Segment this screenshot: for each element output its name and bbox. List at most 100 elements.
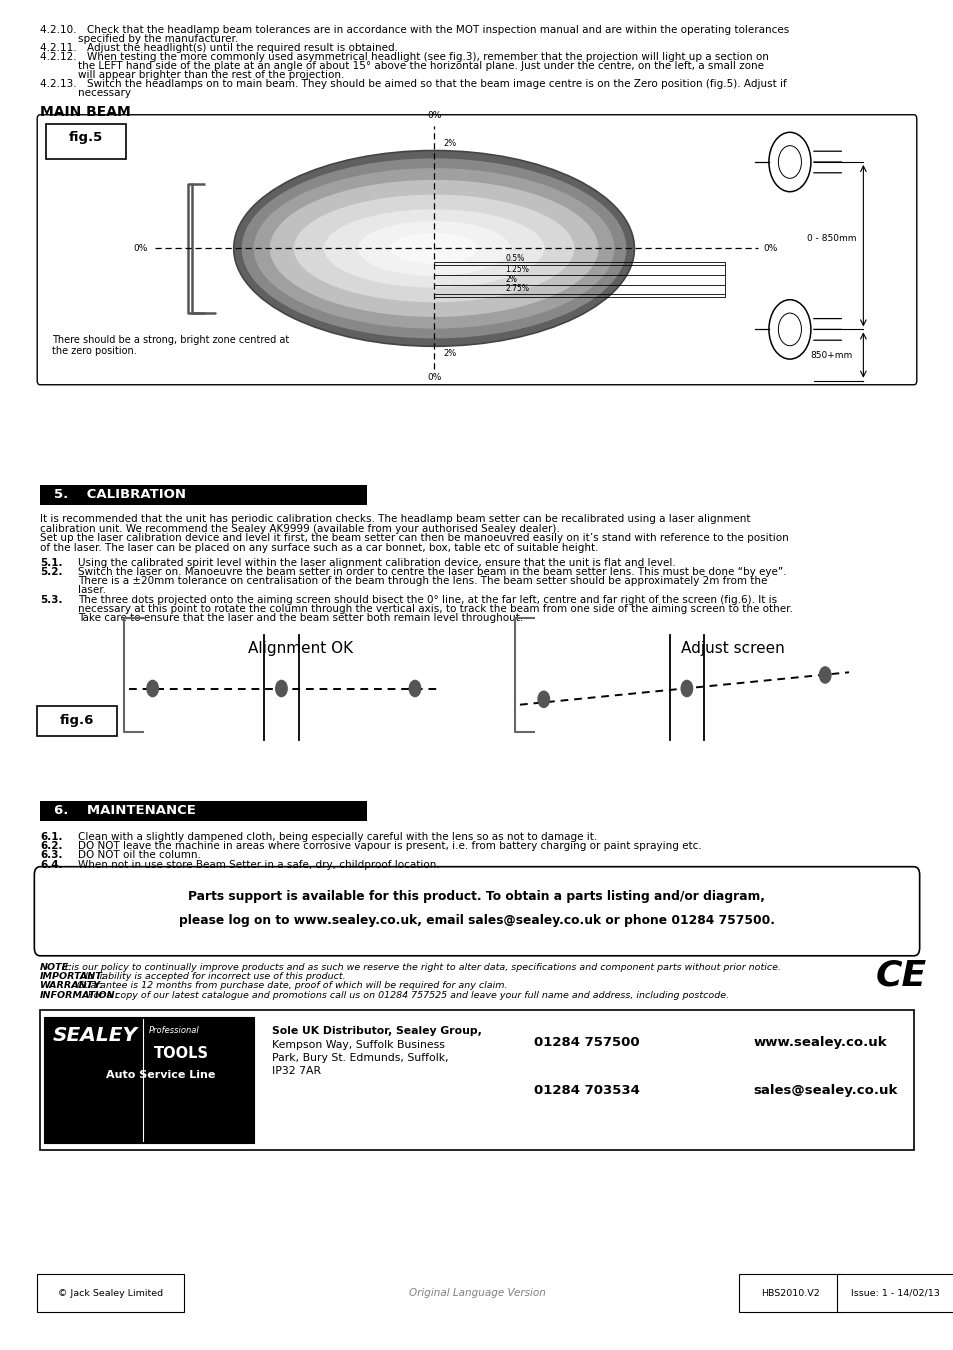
Text: calibration unit. We recommend the Sealey AK9999 (available from your authorised: calibration unit. We recommend the Seale… — [40, 524, 559, 533]
Text: the LEFT hand side of the plate at an angle of about 15° above the horizontal pl: the LEFT hand side of the plate at an an… — [78, 61, 763, 72]
Text: DO NOT leave the machine in areas where corrosive vapour is present, i.e. from b: DO NOT leave the machine in areas where … — [78, 841, 701, 850]
Text: necessary at this point to rotate the column through the vertical axis, to track: necessary at this point to rotate the co… — [78, 605, 792, 614]
Text: Auto Service Line: Auto Service Line — [106, 1069, 214, 1080]
Text: Take care to ensure that the laser and the beam setter both remain level through: Take care to ensure that the laser and t… — [78, 613, 523, 624]
Text: fig.5: fig.5 — [69, 131, 103, 144]
Text: laser.: laser. — [78, 585, 106, 595]
Text: 2.75%: 2.75% — [505, 284, 529, 293]
Circle shape — [537, 691, 549, 707]
Text: The three dots projected onto the aiming screen should bisect the 0° line, at th: The three dots projected onto the aiming… — [78, 595, 777, 605]
Text: 850+mm: 850+mm — [810, 351, 852, 359]
Text: 01284 757500: 01284 757500 — [534, 1035, 639, 1049]
Text: It is recommended that the unit has periodic calibration checks. The headlamp be: It is recommended that the unit has peri… — [40, 514, 750, 524]
Text: 4.2.10. Check that the headlamp beam tolerances are in accordance with the MOT i: 4.2.10. Check that the headlamp beam tol… — [40, 24, 788, 35]
Text: 1.25%: 1.25% — [505, 265, 529, 274]
Text: fig.6: fig.6 — [60, 714, 94, 728]
Text: TOOLS: TOOLS — [153, 1045, 209, 1061]
FancyBboxPatch shape — [34, 867, 919, 956]
FancyBboxPatch shape — [836, 1274, 953, 1312]
Ellipse shape — [233, 151, 634, 347]
Text: MAIN BEAM: MAIN BEAM — [40, 105, 131, 119]
Text: Issue: 1 - 14/02/13: Issue: 1 - 14/02/13 — [850, 1289, 940, 1297]
Text: Original Language Version: Original Language Version — [408, 1288, 545, 1299]
FancyBboxPatch shape — [40, 801, 367, 821]
Text: 4.2.12. When testing the more commonly used asymmetrical headlight (see fig.3), : 4.2.12. When testing the more commonly u… — [40, 51, 768, 62]
Text: Guarantee is 12 months from purchase date, proof of which will be required for a: Guarantee is 12 months from purchase dat… — [73, 981, 507, 991]
FancyBboxPatch shape — [37, 1274, 184, 1312]
Text: WARRANTY:: WARRANTY: — [40, 981, 104, 991]
Circle shape — [409, 680, 420, 697]
Text: It is our policy to continually improve products and as such we reserve the righ: It is our policy to continually improve … — [59, 963, 781, 972]
FancyBboxPatch shape — [40, 485, 367, 505]
Text: There should be a strong, bright zone centred at: There should be a strong, bright zone ce… — [52, 335, 290, 344]
Text: 6.3.: 6.3. — [40, 850, 63, 860]
Text: Clean with a slightly dampened cloth, being especially careful with the lens so : Clean with a slightly dampened cloth, be… — [78, 832, 597, 841]
Text: © Jack Sealey Limited: © Jack Sealey Limited — [58, 1289, 163, 1297]
Text: CE: CE — [875, 958, 926, 992]
Circle shape — [147, 680, 158, 697]
FancyBboxPatch shape — [37, 115, 916, 385]
Text: the zero position.: the zero position. — [52, 346, 137, 355]
Text: Kempson Way, Suffolk Business: Kempson Way, Suffolk Business — [272, 1040, 444, 1049]
Text: No liability is accepted for incorrect use of this product.: No liability is accepted for incorrect u… — [77, 972, 345, 981]
Text: For a copy of our latest catalogue and promotions call us on 01284 757525 and le: For a copy of our latest catalogue and p… — [85, 991, 729, 1000]
Text: Set up the laser calibration device and level it first, the beam setter can then: Set up the laser calibration device and … — [40, 533, 788, 543]
Text: Switch the laser on. Manoeuvre the beam setter in order to centre the laser beam: Switch the laser on. Manoeuvre the beam … — [78, 567, 786, 576]
Ellipse shape — [390, 232, 477, 265]
FancyBboxPatch shape — [37, 706, 117, 736]
Circle shape — [680, 680, 692, 697]
Text: IP32 7AR: IP32 7AR — [272, 1066, 320, 1076]
Text: 4.2.11. Adjust the headlight(s) until the required result is obtained.: 4.2.11. Adjust the headlight(s) until th… — [40, 43, 397, 53]
Text: NOTE:: NOTE: — [40, 963, 72, 972]
Text: 5.1.: 5.1. — [40, 558, 63, 567]
FancyBboxPatch shape — [46, 124, 126, 159]
Text: Parts support is available for this product. To obtain a parts listing and/or di: Parts support is available for this prod… — [189, 890, 764, 903]
Text: 0.5%: 0.5% — [505, 254, 524, 263]
FancyBboxPatch shape — [739, 1274, 841, 1312]
Ellipse shape — [253, 169, 614, 328]
Text: 01284 703534: 01284 703534 — [534, 1084, 639, 1098]
Text: 5.    CALIBRATION: 5. CALIBRATION — [54, 489, 186, 501]
Text: 0%: 0% — [426, 111, 441, 120]
Ellipse shape — [270, 180, 598, 317]
Text: 0 - 850mm: 0 - 850mm — [806, 235, 856, 243]
Text: 2%: 2% — [505, 274, 517, 284]
Circle shape — [819, 667, 830, 683]
Ellipse shape — [294, 194, 574, 302]
Ellipse shape — [323, 209, 543, 288]
Text: 0%: 0% — [426, 373, 441, 382]
Text: 2%: 2% — [443, 139, 456, 147]
Text: 2%: 2% — [443, 350, 456, 358]
Ellipse shape — [357, 221, 510, 275]
Text: Sole UK Distributor, Sealey Group,: Sole UK Distributor, Sealey Group, — [272, 1026, 481, 1035]
Text: Park, Bury St. Edmunds, Suffolk,: Park, Bury St. Edmunds, Suffolk, — [272, 1053, 448, 1062]
Text: There is a ±20mm tolerance on centralisation of the beam through the lens. The b: There is a ±20mm tolerance on centralisa… — [78, 576, 767, 586]
Ellipse shape — [241, 158, 626, 339]
Text: specified by the manufacturer.: specified by the manufacturer. — [78, 34, 238, 45]
Text: IMPORTANT:: IMPORTANT: — [40, 972, 106, 981]
Text: 6.2.: 6.2. — [40, 841, 63, 850]
Text: of the laser. The laser can be placed on any surface such as a car bonnet, box, : of the laser. The laser can be placed on… — [40, 543, 598, 552]
Text: 0%: 0% — [762, 244, 777, 252]
Text: Professional: Professional — [149, 1026, 200, 1034]
Text: 0%: 0% — [133, 244, 148, 252]
Text: necessary: necessary — [78, 88, 132, 99]
Text: 5.2.: 5.2. — [40, 567, 63, 576]
Text: sales@sealey.co.uk: sales@sealey.co.uk — [753, 1084, 897, 1098]
Text: SEALEY: SEALEY — [52, 1026, 138, 1045]
Text: 4.2.13. Switch the headlamps on to main beam. They should be aimed so that the b: 4.2.13. Switch the headlamps on to main … — [40, 78, 786, 89]
Circle shape — [275, 680, 287, 697]
Text: www.sealey.co.uk: www.sealey.co.uk — [753, 1035, 886, 1049]
Text: INFORMATION:: INFORMATION: — [40, 991, 119, 1000]
FancyBboxPatch shape — [40, 1010, 913, 1150]
Text: Alignment OK: Alignment OK — [248, 641, 353, 656]
Text: 5.3.: 5.3. — [40, 595, 63, 605]
Text: please log on to www.sealey.co.uk, email sales@sealey.co.uk or phone 01284 75750: please log on to www.sealey.co.uk, email… — [179, 914, 774, 927]
Text: When not in use store Beam Setter in a safe, dry, childproof location.: When not in use store Beam Setter in a s… — [78, 860, 439, 869]
Text: 6.    MAINTENANCE: 6. MAINTENANCE — [54, 805, 196, 817]
FancyBboxPatch shape — [44, 1017, 253, 1143]
Text: 6.4.: 6.4. — [40, 860, 63, 869]
Text: 6.1.: 6.1. — [40, 832, 63, 841]
Text: Adjust screen: Adjust screen — [680, 641, 783, 656]
Text: DO NOT oil the column.: DO NOT oil the column. — [78, 850, 201, 860]
